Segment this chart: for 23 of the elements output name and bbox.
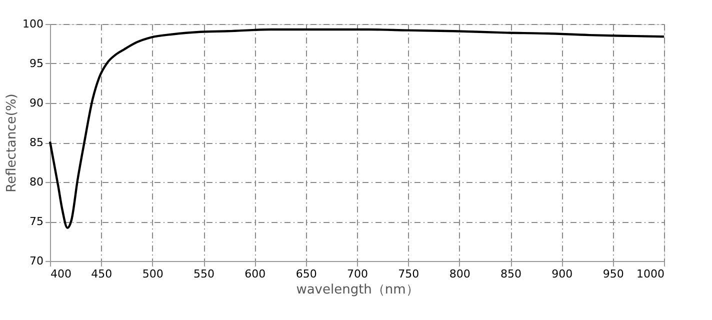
x-tick-label: 500 (142, 268, 164, 280)
x-axis-title: wavelength（nm） (296, 282, 419, 298)
x-tick-label: 700 (347, 268, 368, 280)
x-tick-label: 950 (602, 268, 624, 280)
y-tick-label: 85 (30, 136, 44, 149)
x-tick-label: 850 (500, 268, 522, 280)
line-series (48, 28, 666, 229)
x-tick-label: 400 (50, 268, 72, 280)
x-tick-label: 750 (398, 268, 420, 280)
x-tick-label: 900 (552, 268, 573, 280)
y-tick-label: 80 (30, 176, 44, 188)
y-tick-label: 100 (22, 18, 44, 30)
x-tick-label: 550 (194, 268, 214, 280)
y-tick-label: 95 (30, 57, 44, 70)
y-axis-title: Reflectance(%) (4, 94, 20, 192)
x-tick-label: 650 (296, 268, 317, 280)
y-tick-label: 75 (30, 215, 44, 228)
x-tick-label: 800 (449, 268, 470, 280)
x-tick-label: 600 (244, 268, 266, 280)
y-tick-label: 90 (30, 96, 44, 110)
x-tick-label: 1000 (636, 268, 664, 280)
x-tick-label: 450 (91, 268, 112, 280)
y-tick-label: 70 (30, 254, 44, 268)
